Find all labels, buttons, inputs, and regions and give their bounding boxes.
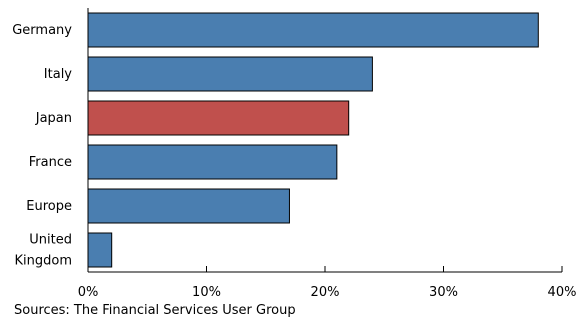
- bar-germany: [87, 12, 539, 48]
- bar-europe: [87, 188, 290, 224]
- x-tick-label: 30%: [429, 285, 458, 300]
- category-label: Germany: [12, 23, 72, 38]
- x-tick-label: 20%: [311, 285, 340, 300]
- x-tick-label: 0%: [78, 285, 99, 300]
- category-label: United Kingdom: [15, 232, 73, 268]
- category-label: Europe: [26, 199, 72, 214]
- bar-united-kingdom: [87, 232, 113, 268]
- category-label: Japan: [35, 111, 72, 126]
- x-tick-label: 40%: [548, 285, 577, 300]
- bar-italy: [87, 56, 373, 92]
- bar-japan: [87, 100, 350, 136]
- category-label: Italy: [44, 67, 73, 82]
- x-tick-label: 10%: [192, 285, 221, 300]
- category-label: France: [29, 155, 72, 170]
- source-note: Sources: The Financial Services User Gro…: [14, 303, 296, 318]
- bar-france: [87, 144, 338, 180]
